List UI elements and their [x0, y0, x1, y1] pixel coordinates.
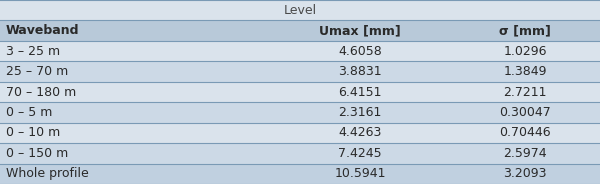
Text: 4.4263: 4.4263	[338, 126, 382, 139]
Text: 25 – 70 m: 25 – 70 m	[6, 65, 68, 78]
FancyBboxPatch shape	[0, 82, 600, 102]
Text: 7.4245: 7.4245	[338, 147, 382, 160]
Text: 0.30047: 0.30047	[499, 106, 551, 119]
FancyBboxPatch shape	[0, 164, 600, 184]
Text: Level: Level	[283, 4, 317, 17]
Text: 2.5974: 2.5974	[503, 147, 547, 160]
Text: 3.2093: 3.2093	[503, 167, 547, 180]
Text: Waveband: Waveband	[6, 24, 79, 37]
Text: 2.3161: 2.3161	[338, 106, 382, 119]
FancyBboxPatch shape	[0, 20, 600, 41]
FancyBboxPatch shape	[0, 0, 600, 20]
FancyBboxPatch shape	[0, 61, 600, 82]
Text: 1.3849: 1.3849	[503, 65, 547, 78]
Text: 70 – 180 m: 70 – 180 m	[6, 86, 76, 98]
Text: 0 – 150 m: 0 – 150 m	[6, 147, 68, 160]
Text: 10.5941: 10.5941	[334, 167, 386, 180]
Text: 3 – 25 m: 3 – 25 m	[6, 45, 60, 58]
FancyBboxPatch shape	[0, 143, 600, 164]
Text: 1.0296: 1.0296	[503, 45, 547, 58]
Text: 3.8831: 3.8831	[338, 65, 382, 78]
Text: 0 – 5 m: 0 – 5 m	[6, 106, 52, 119]
Text: 0.70446: 0.70446	[499, 126, 551, 139]
Text: 4.6058: 4.6058	[338, 45, 382, 58]
FancyBboxPatch shape	[0, 41, 600, 61]
Text: Whole profile: Whole profile	[6, 167, 89, 180]
Text: 0 – 10 m: 0 – 10 m	[6, 126, 60, 139]
Text: 6.4151: 6.4151	[338, 86, 382, 98]
Text: σ [mm]: σ [mm]	[499, 24, 551, 37]
Text: 2.7211: 2.7211	[503, 86, 547, 98]
FancyBboxPatch shape	[0, 123, 600, 143]
Text: Umax [mm]: Umax [mm]	[319, 24, 401, 37]
FancyBboxPatch shape	[0, 102, 600, 123]
